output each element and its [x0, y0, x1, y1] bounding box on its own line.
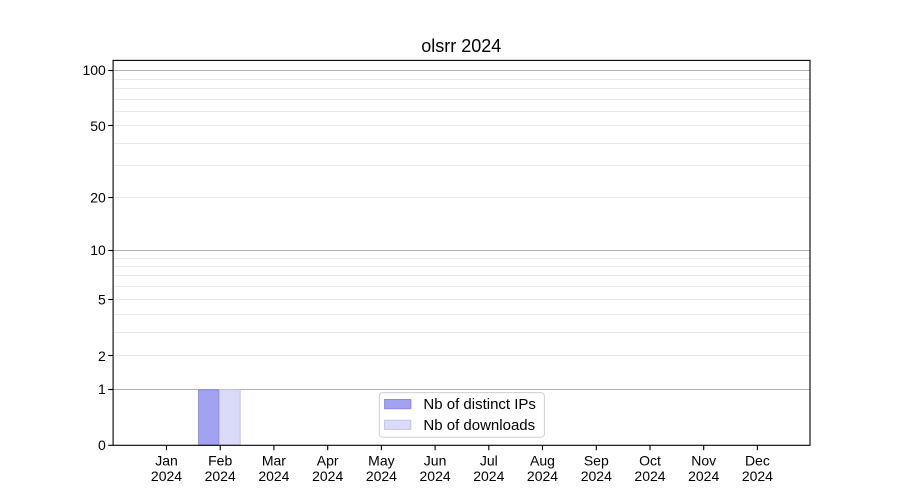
svg-text:1: 1 — [98, 381, 106, 397]
svg-text:2024: 2024 — [312, 468, 343, 484]
svg-text:2024: 2024 — [634, 468, 665, 484]
svg-text:2024: 2024 — [527, 468, 558, 484]
svg-text:May: May — [368, 452, 394, 468]
svg-text:10: 10 — [90, 242, 106, 258]
svg-text:Dec: Dec — [745, 452, 770, 468]
svg-text:Nb of downloads: Nb of downloads — [423, 417, 535, 434]
svg-text:2024: 2024 — [581, 468, 612, 484]
svg-text:Sep: Sep — [584, 452, 609, 468]
svg-text:olsrr 2024: olsrr 2024 — [421, 36, 501, 56]
svg-text:Jul: Jul — [480, 452, 498, 468]
svg-text:5: 5 — [98, 291, 106, 307]
svg-text:Aug: Aug — [530, 452, 555, 468]
svg-text:2024: 2024 — [420, 468, 451, 484]
svg-text:2024: 2024 — [473, 468, 504, 484]
svg-text:Nb of distinct IPs: Nb of distinct IPs — [423, 396, 536, 413]
svg-text:0: 0 — [98, 437, 106, 453]
svg-text:50: 50 — [90, 118, 106, 134]
svg-text:Feb: Feb — [208, 452, 232, 468]
svg-text:2024: 2024 — [258, 468, 289, 484]
svg-text:Apr: Apr — [317, 452, 339, 468]
svg-text:Mar: Mar — [262, 452, 286, 468]
svg-text:2024: 2024 — [366, 468, 397, 484]
svg-text:Nov: Nov — [691, 452, 716, 468]
svg-text:2024: 2024 — [742, 468, 773, 484]
svg-text:2024: 2024 — [205, 468, 236, 484]
svg-text:20: 20 — [90, 190, 106, 206]
svg-text:Oct: Oct — [639, 452, 661, 468]
svg-text:2: 2 — [98, 348, 106, 364]
svg-text:Jan: Jan — [155, 452, 178, 468]
svg-text:2024: 2024 — [688, 468, 719, 484]
svg-text:100: 100 — [82, 62, 106, 78]
svg-text:2024: 2024 — [151, 468, 182, 484]
svg-text:Jun: Jun — [424, 452, 447, 468]
